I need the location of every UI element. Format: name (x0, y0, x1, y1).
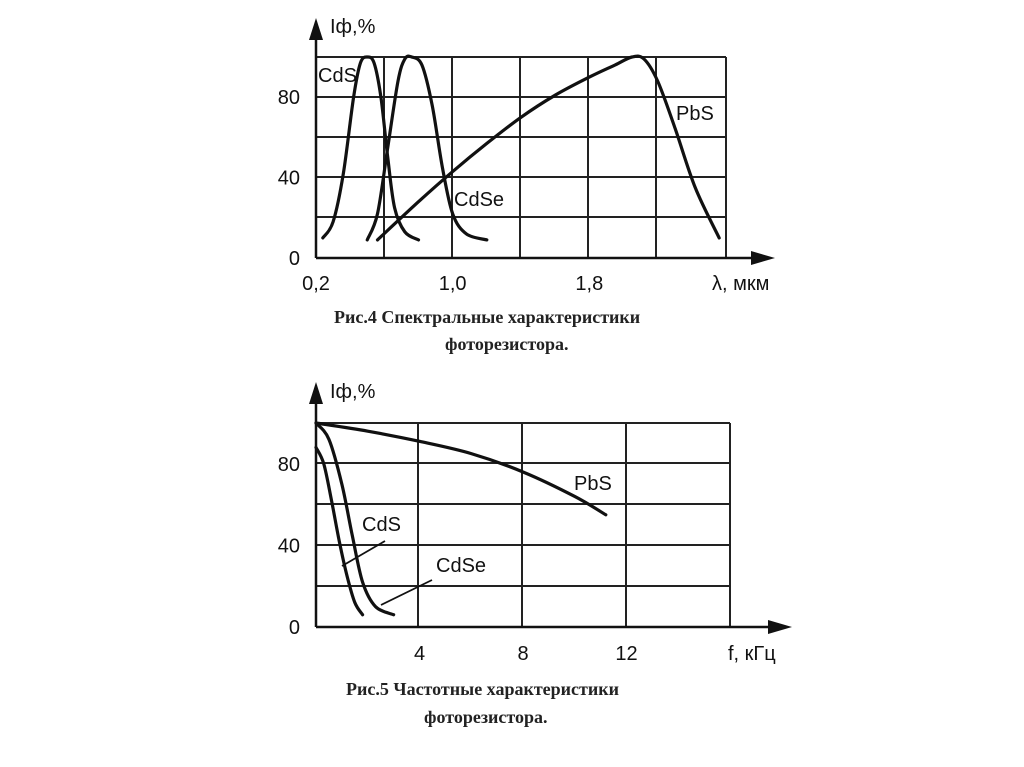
series-label-cdse: CdSe (454, 189, 504, 211)
series-line-pbs (375, 54, 721, 242)
series-line-cdse (314, 421, 396, 617)
y-axis-arrow-icon (309, 382, 323, 404)
y-axis-label: Iф,% (330, 381, 376, 403)
x-tick-label: 1,0 (439, 273, 467, 295)
y-axis-arrow-icon (309, 18, 323, 40)
series-label-cds: CdS (362, 514, 401, 536)
x-axis-arrow-icon (768, 620, 792, 634)
series-leader-cds (341, 540, 386, 567)
y-tick-label: 40 (278, 168, 300, 190)
frequency-chart: Iф,% f, кГц 4 8 12 0 40 80 PbS CdS CdSe Рис.5 Часто… (278, 381, 792, 727)
x-tick-label: 1,8 (575, 273, 603, 295)
y-axis-label: Iф,% (330, 16, 376, 38)
series-line-pbs (314, 421, 608, 517)
figure-caption-line1: Рис.5 Частотные характеристики (346, 679, 619, 699)
spectral-chart: Iф,% λ, мкм 0,2 1,0 1,8 0 40 80 CdS CdSe PbS Рис.4 … (278, 16, 775, 354)
x-tick-label: 0,2 (302, 273, 330, 295)
y-tick-label: 80 (278, 87, 300, 109)
y-tick-label: 0 (289, 248, 300, 270)
series-label-pbs: PbS (574, 473, 612, 495)
x-axis-label: f, кГц (728, 643, 776, 665)
x-axis-arrow-icon (751, 251, 775, 265)
series-label-pbs: PbS (676, 103, 714, 125)
figure-caption-line2: фоторезистора. (424, 707, 548, 727)
series-line-cdse (365, 54, 489, 242)
y-tick-label: 40 (278, 535, 300, 557)
x-tick-label: 4 (414, 643, 425, 665)
x-tick-label: 12 (615, 643, 637, 665)
series-label-cdse: CdSe (436, 555, 486, 577)
x-tick-label: 8 (517, 643, 528, 665)
x-axis-label: λ, мкм (712, 273, 769, 295)
series-leader-cdse (380, 579, 433, 606)
figure-caption-line2: фоторезистора. (445, 334, 569, 354)
series-line-cds (314, 445, 365, 617)
series-label-cds: CdS (318, 65, 357, 87)
figure-caption-line1: Рис.4 Спектральные характеристики (334, 307, 640, 327)
y-tick-label: 0 (289, 617, 300, 639)
series-line-cds (321, 55, 421, 242)
y-tick-label: 80 (278, 454, 300, 476)
